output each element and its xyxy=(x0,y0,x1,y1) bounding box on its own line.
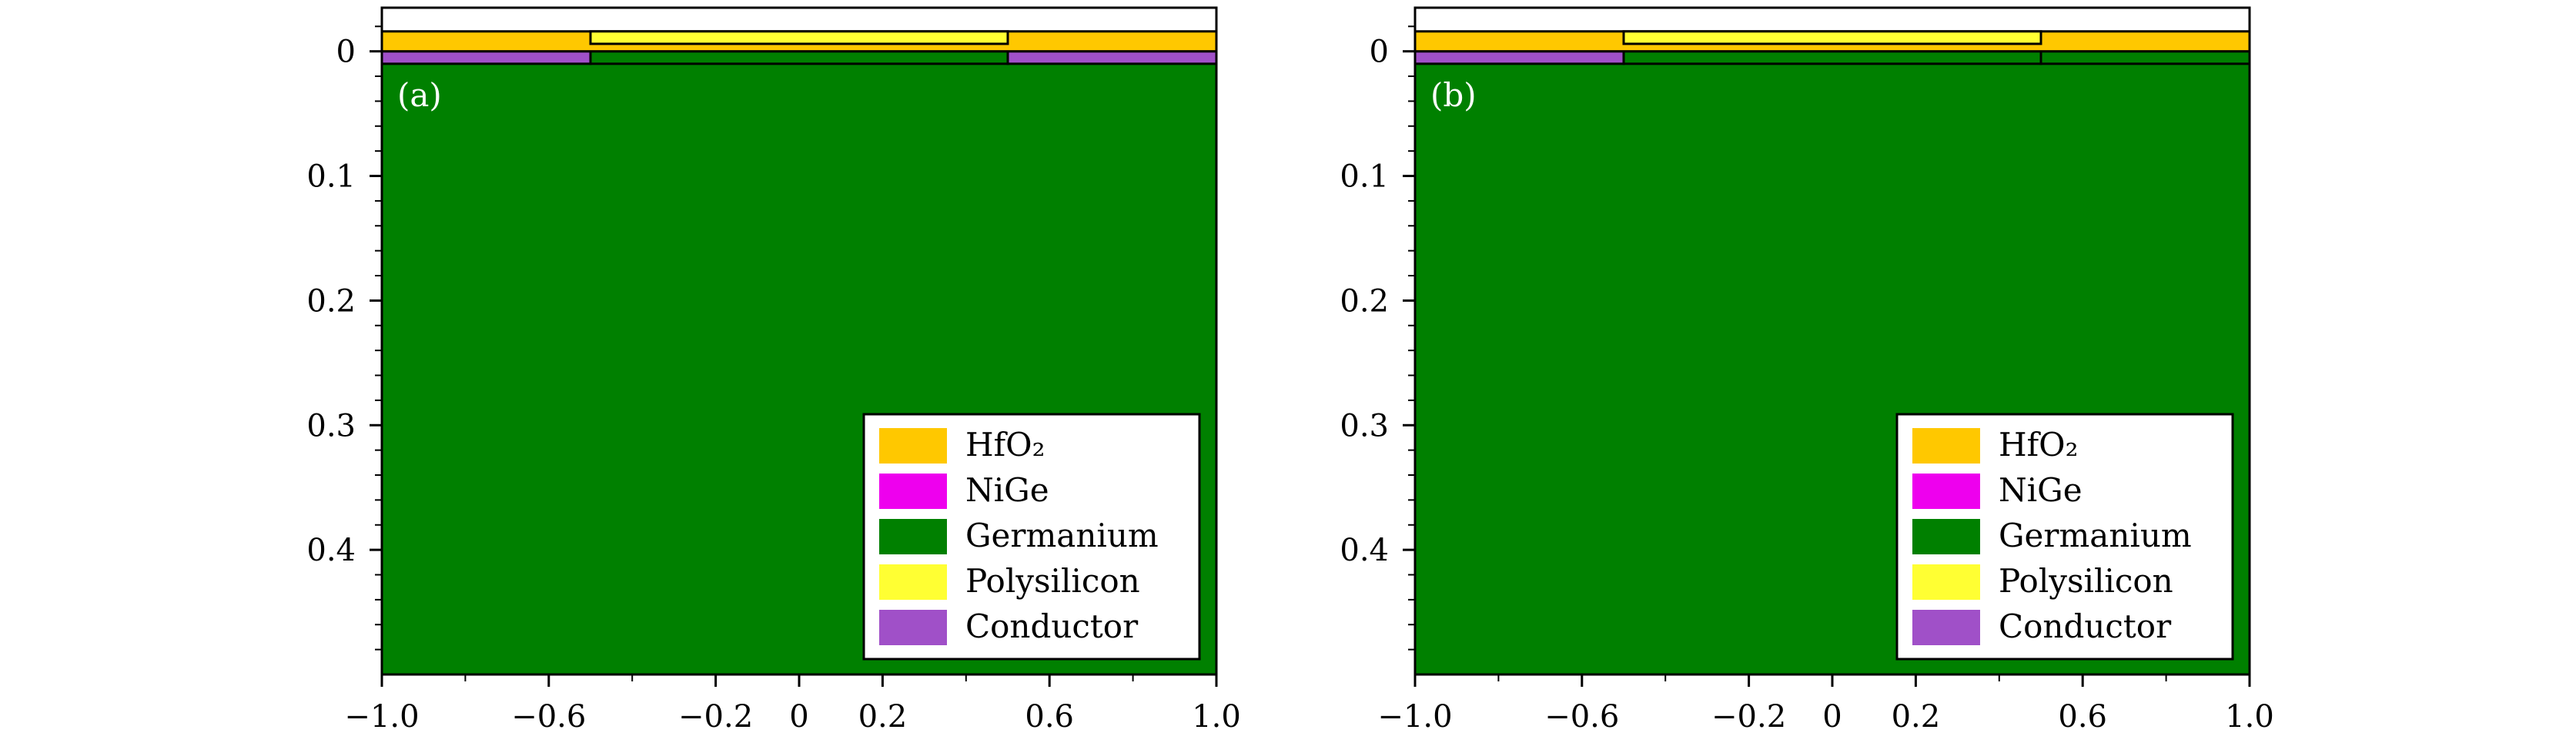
legend-swatch xyxy=(879,519,947,554)
x-tick-label: 1.0 xyxy=(2225,699,2274,735)
legend-swatch xyxy=(879,474,947,509)
x-tick-label: −0.2 xyxy=(1711,699,1786,735)
y-tick-label: 0.2 xyxy=(1340,283,1389,319)
x-tick-label: 0 xyxy=(789,699,808,735)
panel-b: −1.0 −0.6 −0.2 0 0.2 0.6 1.0 0 0.1 0.2 0.3 0.4 (b) Hf… xyxy=(1340,6,2274,735)
legend-swatch xyxy=(1912,474,1980,509)
legend-label: Germanium xyxy=(1999,517,2192,554)
y-tick-label: 0 xyxy=(336,35,356,70)
x-tick-label: 1.0 xyxy=(1192,699,1241,735)
x-tick-label: 0.2 xyxy=(858,699,908,735)
legend-label: HfO₂ xyxy=(965,426,1045,464)
legend-label: HfO₂ xyxy=(1999,426,2078,464)
region-polysilicon xyxy=(1622,30,2042,45)
region-conductor xyxy=(1413,50,1625,65)
legend-label: NiGe xyxy=(1999,471,2083,509)
y-tick-label: 0.3 xyxy=(306,408,356,443)
x-tick-label: 0.2 xyxy=(1892,699,1941,735)
y-tick-label: 0 xyxy=(1370,35,1389,70)
region-germanium xyxy=(589,50,1009,65)
legend-swatch xyxy=(1912,519,1980,554)
region-germanium xyxy=(2039,50,2251,65)
y-tick-label: 0.1 xyxy=(306,159,356,195)
legend-swatch xyxy=(879,428,947,464)
x-tick-label: −0.6 xyxy=(1544,699,1619,735)
x-tick-label: −1.0 xyxy=(344,699,419,735)
y-tick-label: 0.3 xyxy=(1340,408,1389,443)
region-polysilicon xyxy=(589,30,1009,45)
legend-swatch xyxy=(879,610,947,645)
y-tick-label: 0.2 xyxy=(306,283,356,319)
region-germanium xyxy=(1622,50,2042,65)
legend-label: Conductor xyxy=(965,607,1139,645)
legend-label: Conductor xyxy=(1999,607,2172,645)
x-tick-label: −1.0 xyxy=(1377,699,1452,735)
legend-swatch xyxy=(1912,610,1980,645)
panel-label: (a) xyxy=(397,76,442,114)
legend-label: Germanium xyxy=(965,517,1159,554)
legend-swatch xyxy=(879,564,947,600)
region-conductor xyxy=(1006,50,1218,65)
x-tick-label: −0.2 xyxy=(678,699,753,735)
x-tick-label: 0.6 xyxy=(2058,699,2107,735)
x-tick-label: 0 xyxy=(1822,699,1842,735)
y-tick-label: 0.4 xyxy=(1340,533,1389,568)
legend-label: Polysilicon xyxy=(1999,562,2173,600)
legend-swatch xyxy=(1912,428,1980,464)
legend-swatch xyxy=(1912,564,1980,600)
y-tick-label: 0.1 xyxy=(1340,159,1389,195)
legend-label: Polysilicon xyxy=(965,562,1140,600)
y-tick-label: 0.4 xyxy=(306,533,356,568)
legend-label: NiGe xyxy=(965,471,1049,509)
panel-a: −1.0 −0.6 −0.2 0 0.2 0.6 1.0 0 0.1 0.2 0.3 0.4 (a) Hf… xyxy=(306,6,1241,735)
x-tick-label: 0.6 xyxy=(1025,699,1074,735)
region-conductor xyxy=(380,50,592,65)
panel-label: (b) xyxy=(1430,76,1477,114)
x-tick-label: −0.6 xyxy=(511,699,586,735)
